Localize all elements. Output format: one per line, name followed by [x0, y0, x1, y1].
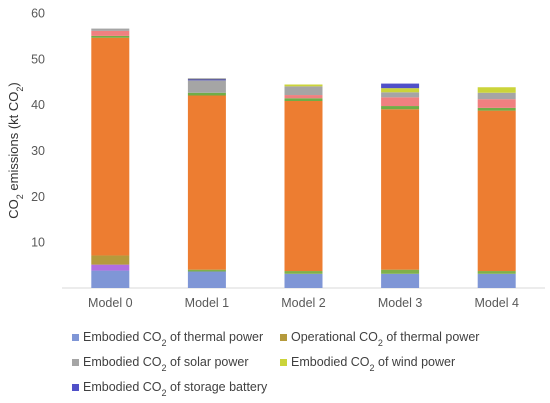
bar-segment [91, 264, 130, 271]
y-tick-label: 60 [31, 7, 45, 21]
bar-segment [381, 88, 420, 93]
bar-segment [381, 273, 420, 288]
bar-segment [381, 92, 420, 98]
bar-segment [477, 107, 516, 111]
y-axis-title: CO2 emissions (kt CO2) [6, 82, 25, 218]
bar-segment [477, 99, 516, 108]
x-tick-label: Model 1 [185, 296, 230, 310]
y-axis-label: CO2 emissions (kt CO2) [6, 82, 25, 218]
bar-segment [284, 98, 323, 101]
legend-label: Operational CO2 of thermal power [291, 330, 479, 348]
bar-segment [381, 83, 420, 89]
x-tick-label: Model 0 [88, 296, 133, 310]
bar-segment [284, 86, 323, 96]
x-tick-label: Model 2 [281, 296, 326, 310]
legend-item: Embodied CO2 of wind power [280, 355, 455, 373]
bar-segment [187, 271, 226, 288]
legend-swatch [280, 359, 287, 366]
bar-segment [381, 109, 420, 270]
bar-segment [91, 37, 130, 256]
legend-swatch [280, 334, 287, 341]
bar-segment [187, 92, 226, 96]
legend-label: Embodied CO2 of thermal power [83, 330, 263, 348]
legend-label: Embodied CO2 of solar power [83, 355, 249, 373]
bar-segment [381, 269, 420, 274]
bar-segment [187, 95, 226, 270]
legend-item: Embodied CO2 of thermal power [72, 330, 263, 348]
x-axis-ticks: Model 0 Model 1 Model 2 Model 3 Model 4 [88, 296, 519, 310]
y-tick-label: 40 [31, 98, 45, 112]
x-tick-label: Model 4 [474, 296, 519, 310]
legend-item: Embodied CO2 of storage battery [72, 380, 268, 398]
bars [91, 28, 516, 288]
y-tick-label: 10 [31, 236, 45, 250]
bar-segment [477, 92, 516, 100]
bar-segment [477, 87, 516, 93]
legend-item: Embodied CO2 of solar power [72, 355, 249, 373]
bar-segment [284, 84, 323, 87]
legend-swatch [72, 359, 79, 366]
bar-segment [91, 270, 130, 288]
bar-segment [91, 28, 130, 31]
bar-segment [91, 30, 130, 36]
y-axis-ticks: 10 20 30 40 50 60 [31, 7, 45, 250]
legend-item: Operational CO2 of thermal power [280, 330, 479, 348]
bar-segment [477, 271, 516, 274]
y-tick-label: 30 [31, 144, 45, 158]
legend-label: Embodied CO2 of wind power [291, 355, 455, 373]
y-tick-label: 50 [31, 52, 45, 66]
legend-swatch [72, 334, 79, 341]
bar-segment [381, 106, 420, 110]
bar-segment [91, 35, 130, 38]
bar-segment [284, 271, 323, 274]
x-tick-label: Model 3 [378, 296, 423, 310]
bar-segment [284, 95, 323, 99]
bar-segment [477, 110, 516, 272]
legend-swatch [72, 384, 79, 391]
bar-segment [187, 80, 226, 93]
legend: Embodied CO2 of thermal power Operational… [72, 330, 479, 398]
bar-segment [187, 79, 226, 81]
bar-segment [381, 97, 420, 107]
bar-segment [284, 101, 323, 272]
bar-segment [91, 255, 130, 265]
bar-segment [284, 273, 323, 288]
legend-label: Embodied CO2 of storage battery [83, 380, 268, 398]
bar-segment [187, 269, 226, 272]
y-tick-label: 20 [31, 190, 45, 204]
bar-segment [187, 78, 226, 80]
bar-segment [477, 273, 516, 288]
